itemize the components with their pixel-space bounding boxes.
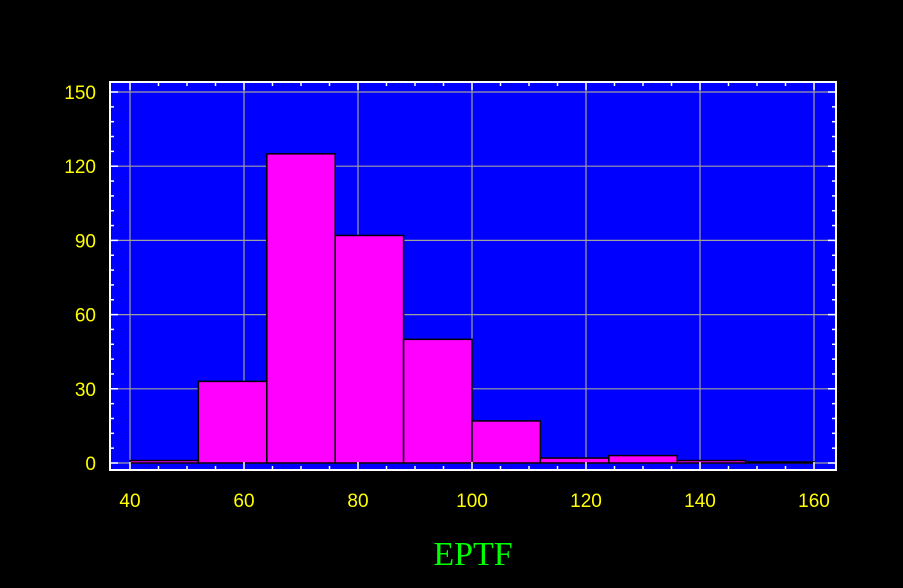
y-tick-label-5: 150 <box>64 83 96 104</box>
x-tick-labels: 40 60 80 100 120 140 160 <box>119 491 829 512</box>
x-tick-label-3: 100 <box>456 491 488 512</box>
y-tick-label-3: 90 <box>75 231 96 252</box>
x-axis-title: EPTF <box>433 536 512 573</box>
histogram-bar-0 <box>129 459 200 464</box>
x-tick-label-2: 80 <box>347 491 368 512</box>
x-tick-label-4: 120 <box>570 491 602 512</box>
axis-ticks <box>110 82 836 470</box>
x-tick-label-0: 40 <box>119 491 140 512</box>
histogram-bar-2 <box>266 153 336 464</box>
histogram-bars <box>129 153 815 464</box>
plot-frame <box>109 81 837 471</box>
histogram-bar-4 <box>402 338 473 464</box>
y-tick-label-1: 30 <box>75 380 96 401</box>
histogram-bar-8 <box>676 459 747 464</box>
histogram-bar-3 <box>334 234 405 464</box>
x-tick-label-1: 60 <box>233 491 254 512</box>
y-tick-label-0: 0 <box>85 454 96 475</box>
histogram-bar-1 <box>197 380 268 464</box>
histogram-bar-9 <box>744 461 815 464</box>
histogram-bar-5 <box>471 420 542 464</box>
histogram-bar-7 <box>608 454 678 464</box>
y-tick-label-2: 60 <box>75 306 96 327</box>
y-tick-label-4: 120 <box>64 157 96 178</box>
y-tick-labels: 0 30 60 90 120 150 <box>64 83 96 475</box>
x-tick-label-5: 140 <box>684 491 716 512</box>
x-tick-label-6: 160 <box>798 491 830 512</box>
axes-frame <box>109 81 837 471</box>
histogram-bar-6 <box>539 457 610 464</box>
